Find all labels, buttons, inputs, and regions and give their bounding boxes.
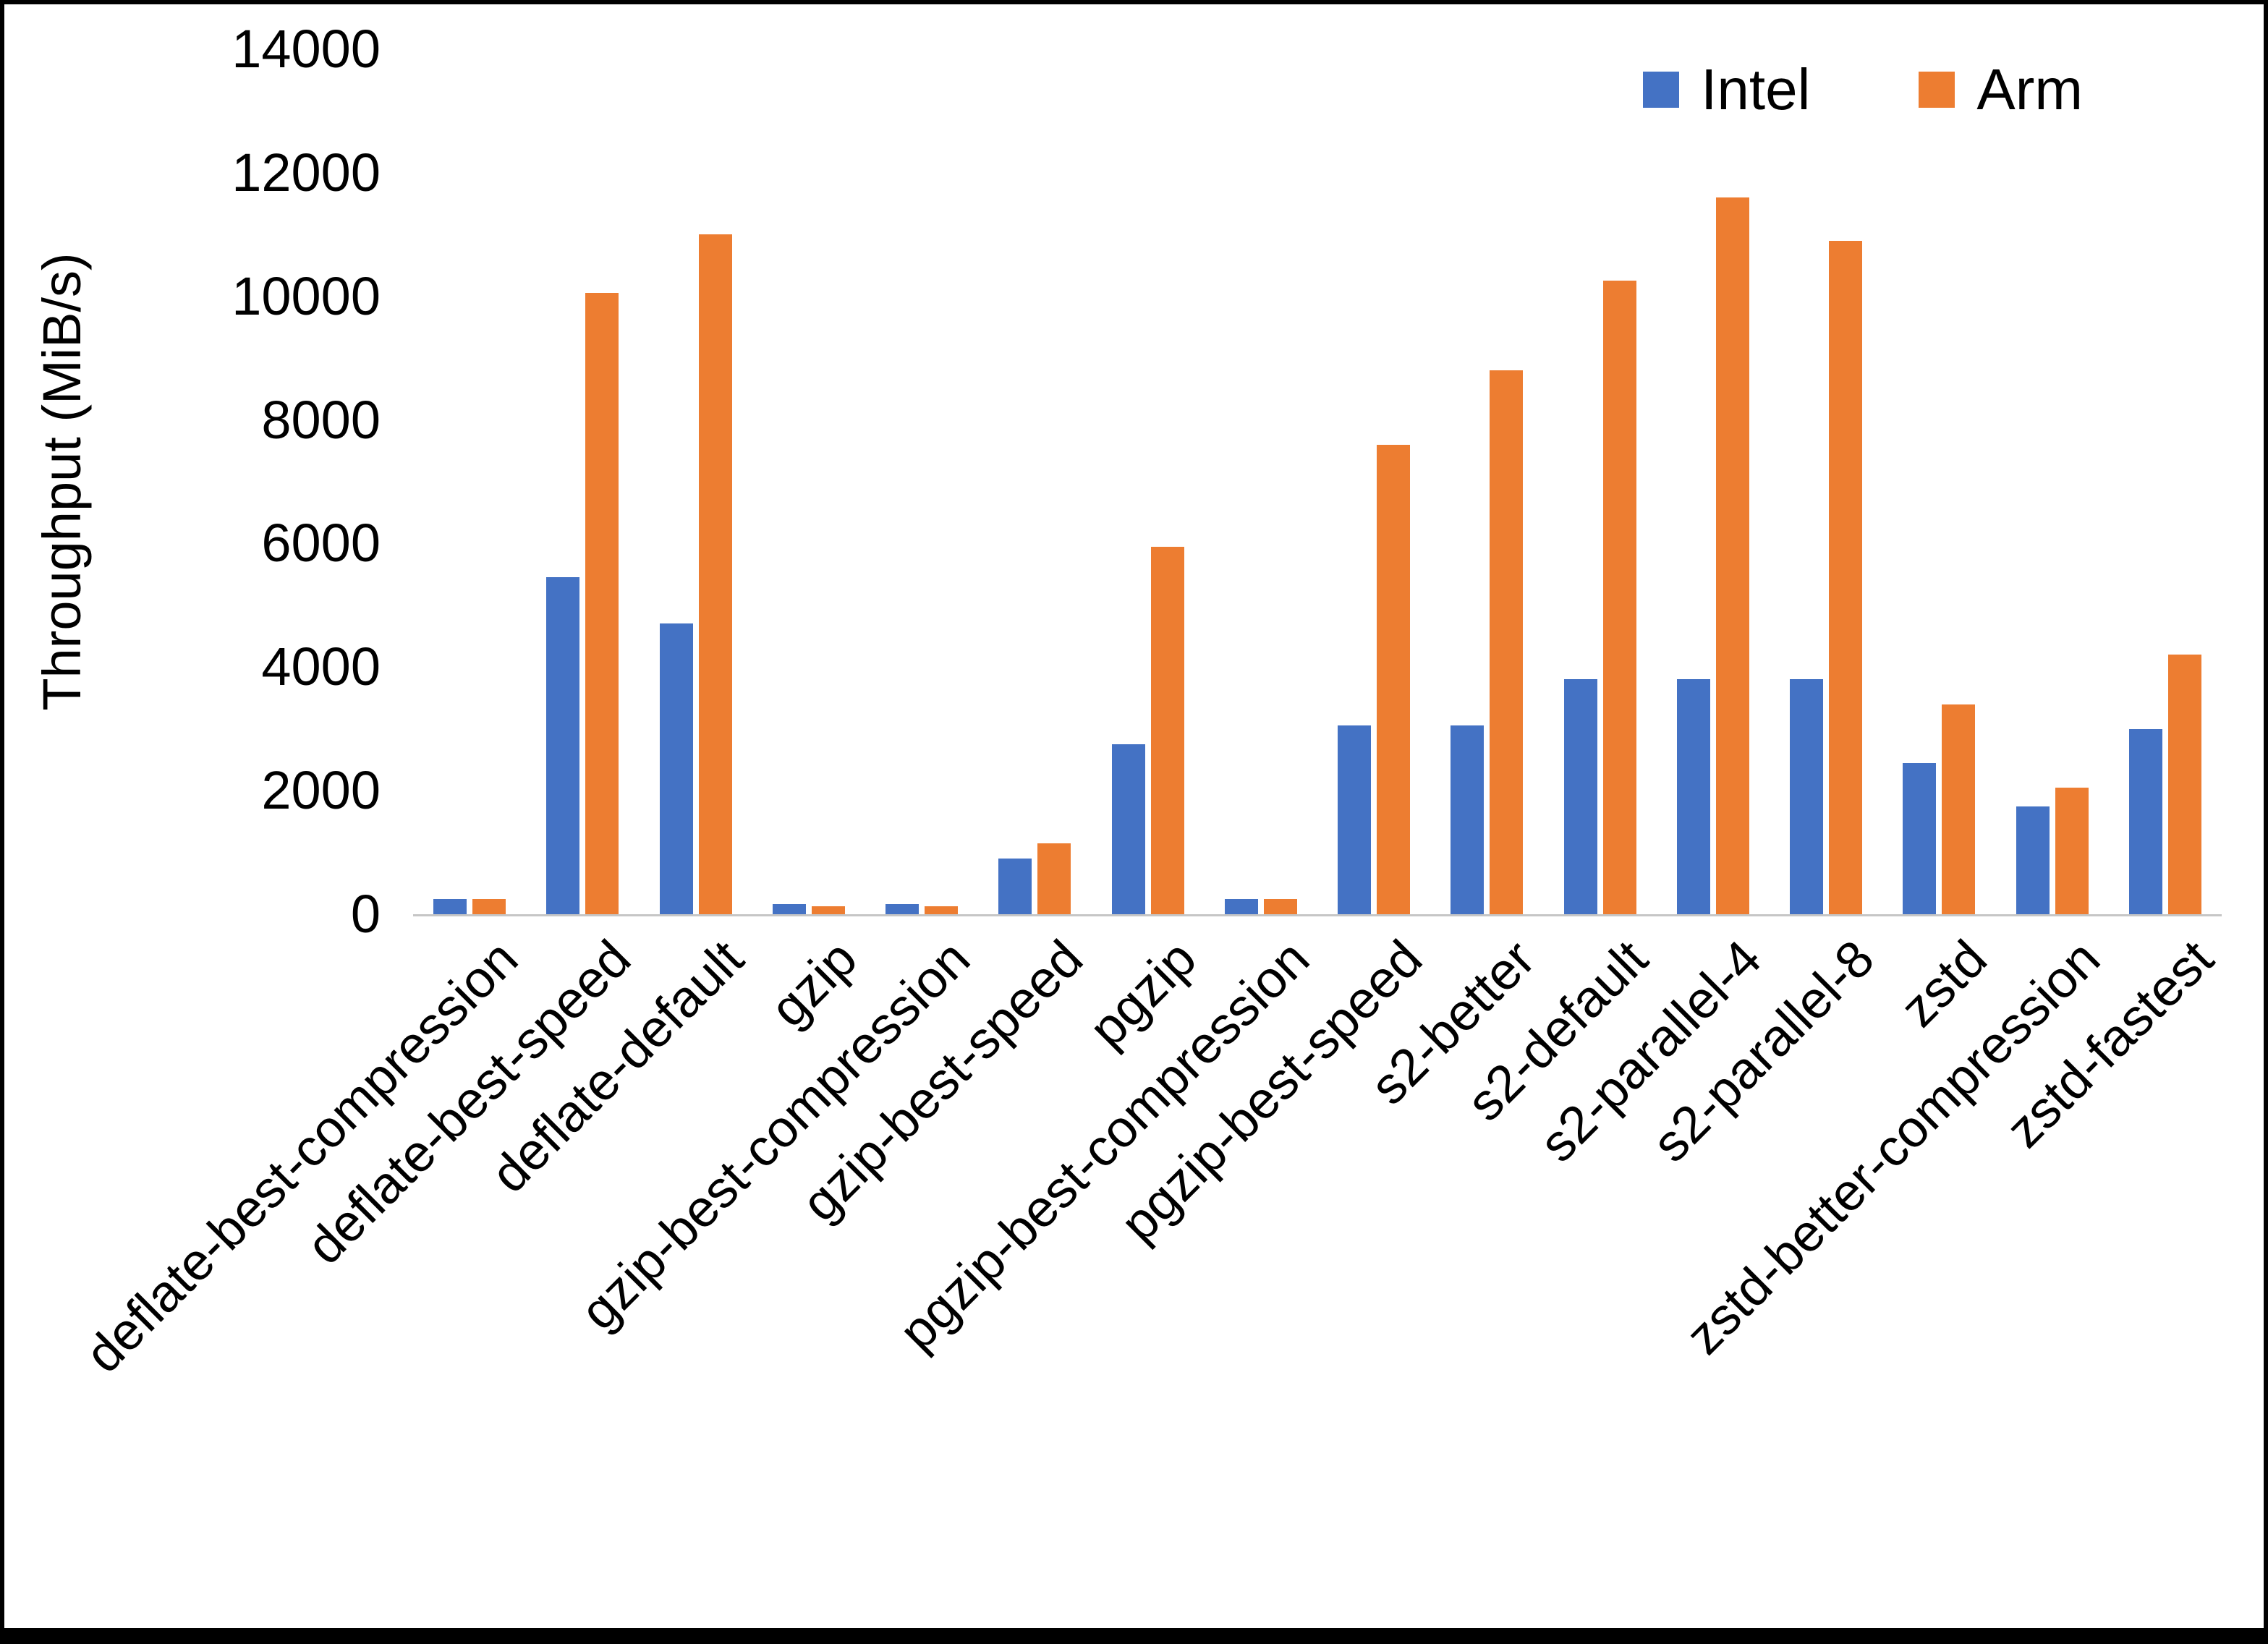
bar-arm bbox=[585, 293, 619, 914]
bar-arm bbox=[698, 234, 732, 914]
bar-intel bbox=[2016, 806, 2050, 914]
bar-intel bbox=[1676, 679, 1710, 914]
y-tick-label: 12000 bbox=[232, 142, 381, 203]
bar-arm bbox=[811, 906, 845, 914]
y-tick-label: 4000 bbox=[261, 636, 381, 697]
legend-swatch-arm bbox=[1919, 72, 1955, 108]
bar-arm bbox=[1942, 704, 1976, 914]
legend-label-intel: Intel bbox=[1701, 57, 1811, 122]
y-tick-label: 8000 bbox=[261, 389, 381, 450]
bar-arm bbox=[1715, 197, 1749, 914]
bar-intel bbox=[1903, 762, 1937, 914]
bar-intel bbox=[772, 904, 806, 914]
bar-intel bbox=[2128, 728, 2162, 914]
bar-arm bbox=[1150, 546, 1184, 914]
bar-arm bbox=[2055, 787, 2089, 914]
chart-legend: Intel Arm bbox=[1643, 61, 2083, 119]
y-tick-label: 6000 bbox=[261, 513, 381, 574]
bar-arm bbox=[1037, 843, 1071, 914]
bottom-border bbox=[4, 1628, 2264, 1640]
bar-arm bbox=[472, 898, 506, 914]
legend-swatch-intel bbox=[1643, 72, 1680, 108]
bar-intel bbox=[1790, 679, 1824, 914]
bar-arm bbox=[1602, 281, 1636, 914]
bar-arm bbox=[2167, 655, 2201, 914]
bar-intel bbox=[1224, 898, 1258, 914]
bar-intel bbox=[998, 859, 1032, 914]
bar-intel bbox=[659, 623, 693, 914]
y-tick-label: 2000 bbox=[261, 760, 381, 821]
y-tick-label: 14000 bbox=[232, 19, 381, 79]
bar-intel bbox=[546, 577, 580, 914]
bar-intel bbox=[433, 898, 467, 914]
bar-arm bbox=[925, 906, 959, 914]
legend-label-arm: Arm bbox=[1976, 57, 2083, 122]
legend-item-arm: Arm bbox=[1919, 61, 2083, 119]
bar-arm bbox=[1263, 898, 1297, 914]
x-axis-label: deflate-best-compression bbox=[74, 929, 529, 1384]
bar-intel bbox=[1111, 744, 1145, 914]
y-tick-label: 10000 bbox=[232, 265, 381, 326]
x-axis-line bbox=[413, 914, 2222, 916]
bar-intel bbox=[1451, 725, 1485, 914]
bar-arm bbox=[1490, 370, 1524, 914]
legend-item-intel: Intel bbox=[1643, 61, 1810, 119]
bar-intel bbox=[1563, 679, 1597, 914]
bar-arm bbox=[1377, 444, 1411, 914]
bar-arm bbox=[1829, 240, 1863, 914]
bar-intel bbox=[885, 904, 919, 914]
bar-intel bbox=[1338, 725, 1372, 914]
y-tick-label: 0 bbox=[350, 884, 381, 944]
